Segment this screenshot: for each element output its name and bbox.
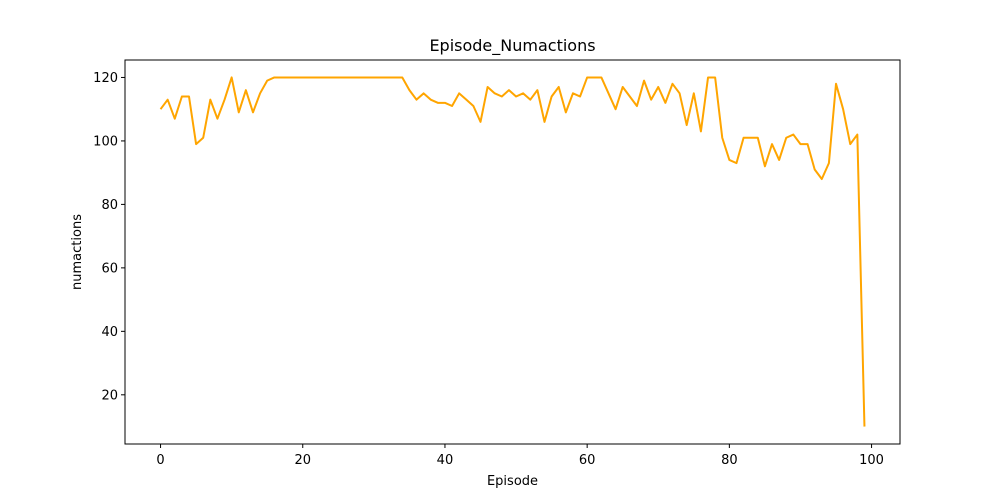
x-axis-ticks: 0 20 40 60 80 100: [156, 444, 884, 468]
y-tick-label: 100: [93, 134, 118, 149]
x-tick-label: 80: [721, 453, 738, 468]
y-axis-label: numactions: [70, 214, 85, 290]
x-axis-label: Episode: [487, 474, 538, 489]
x-tick-label: 60: [579, 453, 596, 468]
y-tick-label: 120: [93, 71, 118, 86]
y-tick-label: 40: [101, 325, 118, 340]
x-tick-label: 40: [437, 453, 454, 468]
plot-area: 0 20 40 60 80 100 20 40 60 80 100 120: [93, 59, 901, 468]
y-tick-label: 80: [101, 198, 118, 213]
plot-frame: [124, 59, 901, 445]
x-tick-label: 100: [859, 453, 884, 468]
chart-title: Episode_Numactions: [429, 36, 595, 56]
x-tick-label: 20: [294, 453, 311, 468]
x-tick-label: 0: [156, 453, 164, 468]
y-axis-ticks: 20 40 60 80 100 120: [93, 71, 125, 403]
series-line: [159, 76, 866, 427]
y-tick-label: 20: [101, 388, 118, 403]
y-tick-label: 60: [101, 261, 118, 276]
